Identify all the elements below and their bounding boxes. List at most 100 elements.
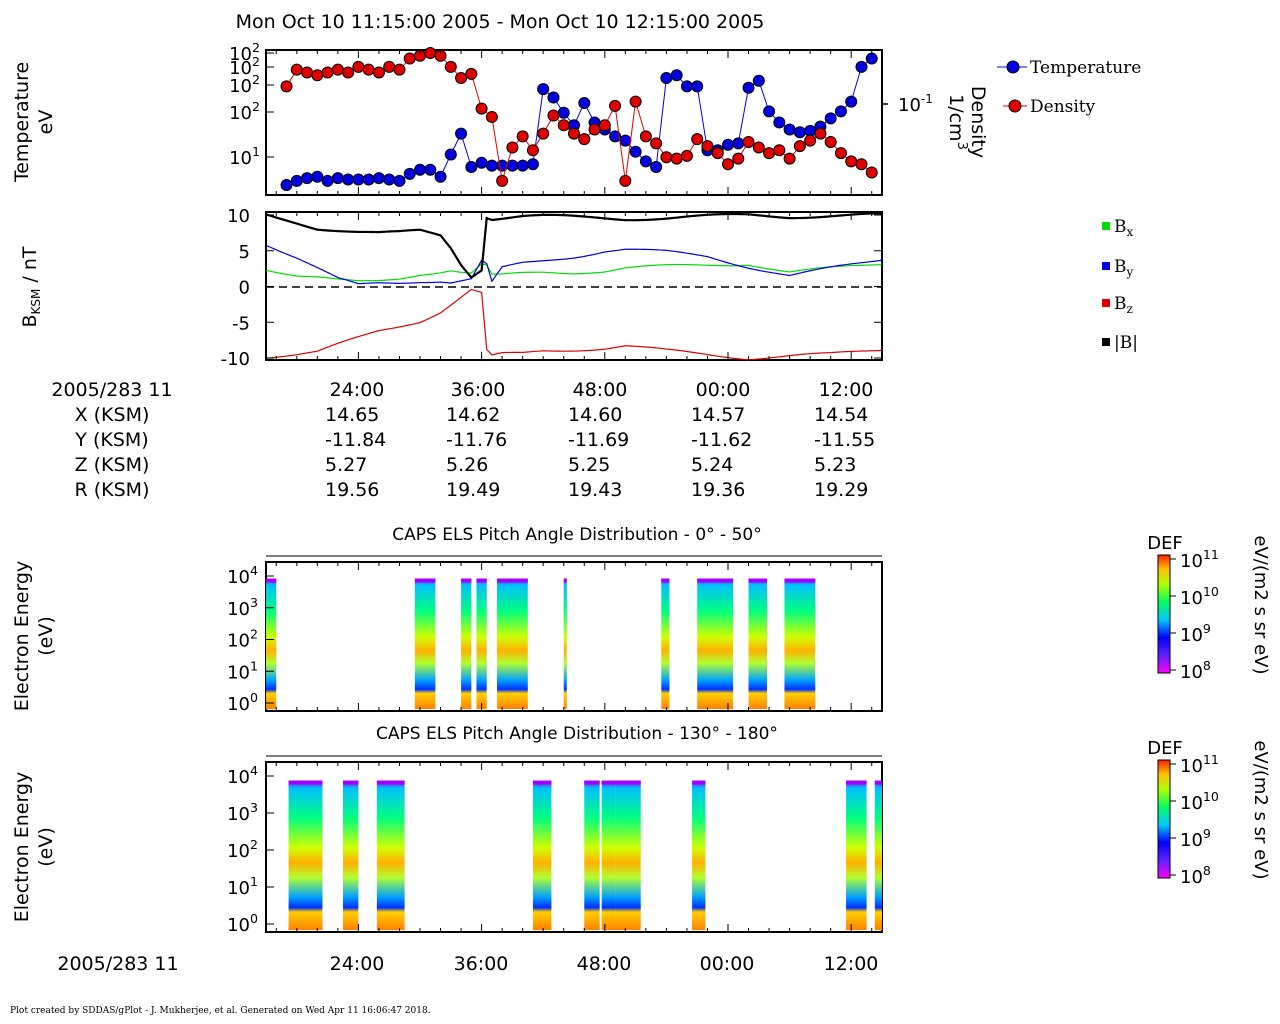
y-tick-label: 102 <box>229 40 260 65</box>
data-point-density <box>557 119 570 132</box>
tick-exponent: 2 <box>252 40 260 55</box>
panel-frame <box>265 49 883 196</box>
data-point-density <box>670 152 683 165</box>
tick-exponent: 3 <box>250 800 258 815</box>
svg-text:10-1: 10-1 <box>898 92 933 116</box>
data-point-density <box>301 66 314 79</box>
spectrogram-block-top <box>563 578 567 583</box>
tick-exponent: 9 <box>1203 621 1211 636</box>
spectrogram-130-180: CAPS ELS Pitch Angle Distribution - 130°… <box>11 724 1271 936</box>
spectrogram-block <box>563 578 567 709</box>
time-base-label: 2005/283 11 <box>57 953 178 975</box>
tick-exponent: 10 <box>1203 789 1219 804</box>
tick-exponent: 0 <box>250 911 258 926</box>
data-point-temperature <box>660 72 673 85</box>
data-point-temperature <box>403 167 416 180</box>
data-point-density <box>516 130 529 143</box>
data-point-density <box>588 123 601 136</box>
y-tick-label: 101 <box>227 874 258 899</box>
data-point-temperature <box>732 137 745 150</box>
y-axis-label: Electron Energy <box>11 772 33 923</box>
data-point-density <box>496 174 509 187</box>
legend-base: B <box>1114 294 1127 314</box>
data-point-temperature <box>526 158 539 171</box>
tick-base: 10 <box>229 103 252 124</box>
y-tick-label: 102 <box>229 99 260 124</box>
legend-swatch <box>1102 299 1110 307</box>
tick-exponent: 2 <box>250 837 258 852</box>
y-axis-label-b: B <box>19 314 41 327</box>
ephemeris-table: 2005/283 11 24:00 36:00 48:00 00:00 12:00 X (K… <box>51 379 875 501</box>
data-point-temperature <box>414 163 426 176</box>
y-tick-label: 103 <box>227 800 258 825</box>
tick-exponent: 1 <box>252 144 260 159</box>
legend-swatch <box>1102 262 1110 270</box>
spectrogram-block <box>376 780 405 930</box>
colorbar-tick-label: 1011 <box>1180 752 1219 777</box>
tick-exponent: 9 <box>1203 826 1211 841</box>
ephemeris-value: 14.57 <box>691 404 745 426</box>
ephemeris-value: 5.24 <box>691 454 733 476</box>
y-tick-label: 102 <box>227 837 258 862</box>
legend-entry-density: Density <box>1030 97 1096 117</box>
tick-base: 10 <box>227 878 250 899</box>
tick-exponent: 2 <box>252 72 260 87</box>
legend-sub: y <box>1126 265 1134 279</box>
data-point-density <box>711 147 724 160</box>
legend-marker-temperature <box>1006 60 1020 74</box>
time-tick-label: 24:00 <box>330 953 385 975</box>
ephemeris-value: -11.84 <box>325 429 386 451</box>
data-point-density <box>619 174 632 187</box>
data-point-density <box>598 119 611 132</box>
plot-title: Mon Oct 10 11:15:00 2005 - Mon Oct 10 12… <box>236 11 765 33</box>
y-axis-unit: (eV) <box>35 616 57 656</box>
data-point-temperature <box>578 97 591 110</box>
data-point-density <box>773 144 786 157</box>
legend-entry: |B| <box>1114 333 1138 353</box>
ephemeris-value: 19.29 <box>814 479 868 501</box>
ephemeris-value: 14.62 <box>446 404 500 426</box>
spectrogram-block <box>697 578 734 709</box>
spectrogram-block <box>601 780 616 930</box>
data-point-density <box>321 66 334 79</box>
data-point-temperature <box>783 123 796 136</box>
right-axis-unit: 1/cm3 <box>945 94 969 150</box>
data-point-temperature <box>537 83 550 96</box>
right-axis-label: Density <box>967 86 989 158</box>
spectrogram-block <box>584 780 600 930</box>
data-point-density <box>660 151 673 164</box>
y-tick-label: 102 <box>229 72 260 97</box>
data-point-temperature <box>742 81 755 94</box>
data-point-temperature <box>793 126 806 139</box>
tick-exponent: 4 <box>250 763 258 778</box>
data-point-density <box>526 144 539 157</box>
data-point-density <box>680 149 693 162</box>
time-tick-label: 36:00 <box>454 953 509 975</box>
data-point-temperature <box>352 173 365 186</box>
tick-base: 10 <box>227 662 250 683</box>
spectrogram-block-top <box>784 578 816 583</box>
ephemeris-value: 14.54 <box>814 404 868 426</box>
spectrogram-block-top <box>874 780 882 785</box>
data-point-density <box>578 133 591 146</box>
time-tick-label: 48:00 <box>577 953 632 975</box>
data-point-density <box>290 63 303 76</box>
spectrogram-block-top <box>692 780 706 785</box>
data-point-density <box>609 99 622 112</box>
data-point-density <box>465 67 478 80</box>
data-point-temperature <box>650 160 663 173</box>
data-point-temperature <box>834 105 847 118</box>
data-point-density <box>547 109 560 122</box>
series-line-b-totalbb-total <box>265 212 883 280</box>
tick-base: 10 <box>227 567 250 588</box>
colorbar-gradient <box>1157 554 1171 674</box>
ephemeris-value: 19.43 <box>568 479 622 501</box>
ephemeris-row-label: Z (KSM) <box>75 454 150 476</box>
y-tick-label: 101 <box>227 658 258 683</box>
data-point-density <box>362 63 375 76</box>
tick-base: 10 <box>227 767 250 788</box>
legend-entry: Bz <box>1114 294 1133 316</box>
spectrogram-block <box>661 578 670 709</box>
spectrogram-block <box>476 578 487 709</box>
